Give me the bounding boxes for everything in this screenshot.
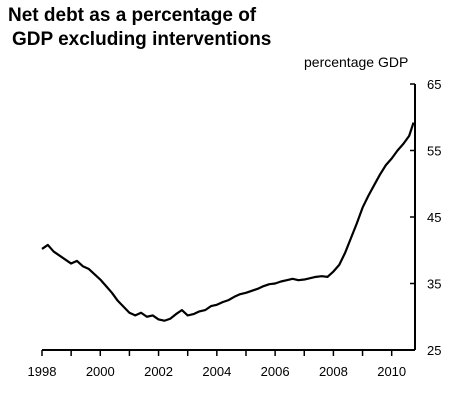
chart-title-line-2: GDP excluding interventions — [12, 29, 272, 50]
y-tick-label: 65 — [427, 77, 441, 92]
y-tick-label: 55 — [427, 144, 441, 159]
x-tick-label: 2008 — [319, 364, 348, 379]
y-tick-label: 25 — [427, 343, 441, 358]
x-tick-label: 2010 — [377, 364, 406, 379]
y-tick-label: 45 — [427, 210, 441, 225]
x-tick-label: 2004 — [202, 364, 231, 379]
x-tick-label: 2002 — [144, 364, 173, 379]
y-tick-label: 35 — [427, 277, 441, 292]
x-tick-label: 2006 — [261, 364, 290, 379]
chart-title-line-1: Net debt as a percentage of — [8, 5, 257, 26]
y-axis-label: percentage GDP — [304, 54, 409, 70]
x-tick-label: 2000 — [86, 364, 115, 379]
x-tick-label: 1998 — [28, 364, 57, 379]
chart-title: Net debt as a percentage of GDP excludin… — [8, 4, 271, 52]
series-line — [41, 122, 415, 322]
